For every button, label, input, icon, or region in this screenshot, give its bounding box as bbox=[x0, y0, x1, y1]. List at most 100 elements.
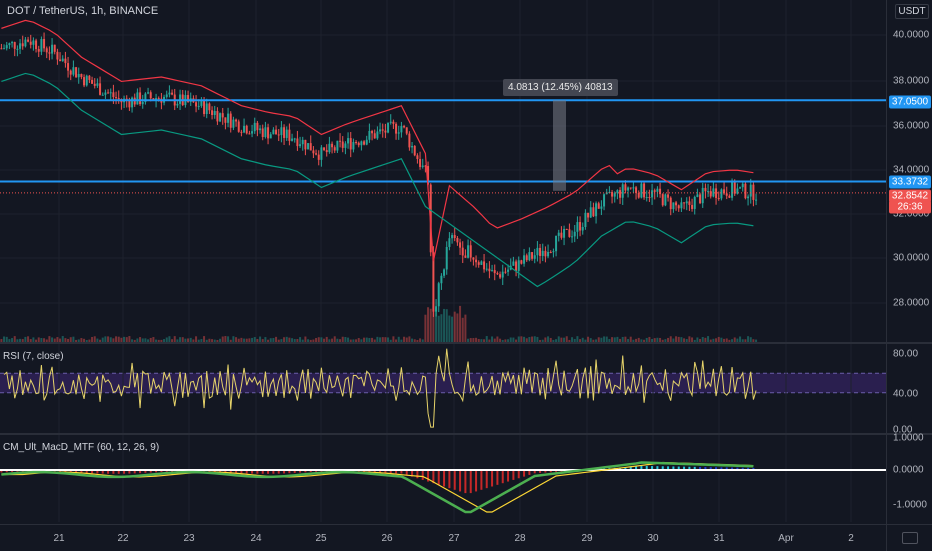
symbol-title[interactable]: DOT / TetherUS, 1h, BINANCE bbox=[7, 5, 159, 17]
volume-bar bbox=[288, 337, 291, 342]
macd-tick: -1.0000 bbox=[893, 499, 927, 511]
candle-body bbox=[531, 252, 534, 259]
candle-body bbox=[600, 206, 603, 209]
volume-bar bbox=[312, 339, 315, 342]
macd-histogram-bar bbox=[725, 467, 728, 470]
volume-bar bbox=[379, 337, 382, 342]
macd-histogram-bar bbox=[507, 470, 510, 482]
volume-bar bbox=[325, 336, 328, 342]
time-tick: 30 bbox=[647, 533, 659, 544]
macd-pane[interactable]: CM_Ult_MacD_MTF (60, 12, 26, 9) bbox=[0, 435, 886, 522]
macd-histogram-bar bbox=[411, 470, 414, 477]
candle-body bbox=[61, 58, 64, 62]
candle-body bbox=[699, 194, 702, 204]
volume-bar bbox=[637, 337, 640, 342]
volume-bar bbox=[200, 339, 203, 342]
volume-bar bbox=[347, 337, 350, 342]
macd-histogram-bar bbox=[635, 466, 638, 470]
candle-body bbox=[632, 187, 635, 189]
volume-bar bbox=[88, 339, 91, 342]
rsi-label[interactable]: RSI (7, close) bbox=[3, 351, 64, 362]
volume-bar bbox=[296, 339, 299, 342]
macd-histogram-bar bbox=[741, 467, 744, 470]
macd-histogram-bar bbox=[139, 470, 142, 474]
candle-body bbox=[35, 40, 38, 50]
volume-bar bbox=[507, 339, 510, 342]
candle-body bbox=[405, 127, 408, 134]
volume-bar bbox=[277, 339, 280, 342]
candle-body bbox=[80, 73, 83, 78]
candle-body bbox=[736, 188, 739, 194]
settings-icon[interactable] bbox=[902, 532, 918, 544]
macd-axis[interactable]: 1.0000 0.0000 -1.0000 bbox=[886, 433, 932, 524]
volume-bar bbox=[749, 337, 752, 342]
candle-body bbox=[219, 113, 222, 122]
candle-body bbox=[664, 194, 667, 206]
candle-body bbox=[365, 139, 368, 145]
pane-separator[interactable] bbox=[0, 433, 932, 435]
candle-body bbox=[267, 127, 270, 139]
rsi-pane[interactable]: RSI (7, close) bbox=[0, 344, 886, 433]
time-axis[interactable]: 21 22 23 24 25 26 27 28 29 30 31 Apr 2 bbox=[0, 524, 886, 551]
candle-body bbox=[475, 259, 478, 263]
volume-bar bbox=[619, 338, 622, 342]
pane-separator[interactable] bbox=[0, 342, 932, 344]
candle-body bbox=[741, 183, 744, 188]
volume-bar bbox=[504, 339, 507, 342]
candle-body bbox=[717, 197, 720, 199]
price-chart-canvas[interactable] bbox=[0, 0, 886, 342]
macd-histogram-bar bbox=[736, 467, 739, 470]
candle-body bbox=[363, 141, 366, 145]
candle-body bbox=[107, 92, 110, 94]
volume-bar bbox=[304, 336, 307, 342]
candle-body bbox=[203, 99, 206, 114]
volume-bar bbox=[712, 338, 715, 342]
rsi-canvas[interactable] bbox=[0, 344, 886, 433]
macd-line bbox=[1, 461, 754, 514]
macd-histogram-bar bbox=[149, 470, 152, 473]
candle-body bbox=[459, 242, 462, 248]
candle-body bbox=[493, 270, 496, 274]
candle-body bbox=[453, 235, 456, 238]
volume-bar bbox=[621, 336, 624, 342]
volume-bar bbox=[509, 337, 512, 342]
volume-bar bbox=[421, 339, 424, 342]
currency-button[interactable]: USDT bbox=[895, 4, 929, 19]
candle-body bbox=[440, 275, 443, 284]
time-tick: 23 bbox=[183, 533, 195, 544]
price-chart-pane[interactable]: DOT / TetherUS, 1h, BINANCE 4.0813 (12.4… bbox=[0, 0, 886, 342]
candle-body bbox=[371, 130, 374, 134]
volume-bar bbox=[235, 337, 238, 342]
candle-body bbox=[240, 131, 243, 133]
candle-body bbox=[53, 44, 56, 52]
volume-bar bbox=[435, 308, 438, 342]
macd-label[interactable]: CM_Ult_MacD_MTF (60, 12, 26, 9) bbox=[3, 442, 160, 453]
volume-bar bbox=[661, 339, 664, 342]
macd-histogram-bar bbox=[155, 470, 158, 473]
volume-bar bbox=[547, 336, 550, 342]
candle-body bbox=[648, 196, 651, 198]
candle-body bbox=[696, 194, 699, 197]
volume-bar bbox=[80, 338, 83, 342]
volume-bar bbox=[184, 338, 187, 342]
candle-body bbox=[101, 94, 104, 96]
candle-body bbox=[227, 113, 230, 123]
volume-bar bbox=[187, 338, 190, 342]
chart-settings-corner[interactable] bbox=[886, 524, 932, 551]
price-axis[interactable]: 40.0000 38.0000 36.0000 34.0000 32.0000 … bbox=[886, 0, 932, 342]
volume-bar bbox=[437, 315, 440, 342]
volume-bar bbox=[733, 337, 736, 342]
rsi-axis[interactable]: 80.00 40.00 0.00 bbox=[886, 344, 932, 436]
macd-canvas[interactable] bbox=[0, 435, 886, 522]
volume-bar bbox=[336, 338, 339, 342]
candle-body bbox=[523, 255, 526, 264]
candle-body bbox=[573, 231, 576, 237]
volume-bar bbox=[560, 337, 563, 342]
macd-histogram-bar bbox=[128, 470, 131, 474]
candle-body bbox=[205, 103, 208, 114]
volume-bar bbox=[480, 339, 483, 342]
candle-body bbox=[72, 67, 75, 75]
candle-body bbox=[24, 39, 27, 47]
candle-body bbox=[83, 77, 86, 86]
volume-bar bbox=[725, 338, 728, 342]
